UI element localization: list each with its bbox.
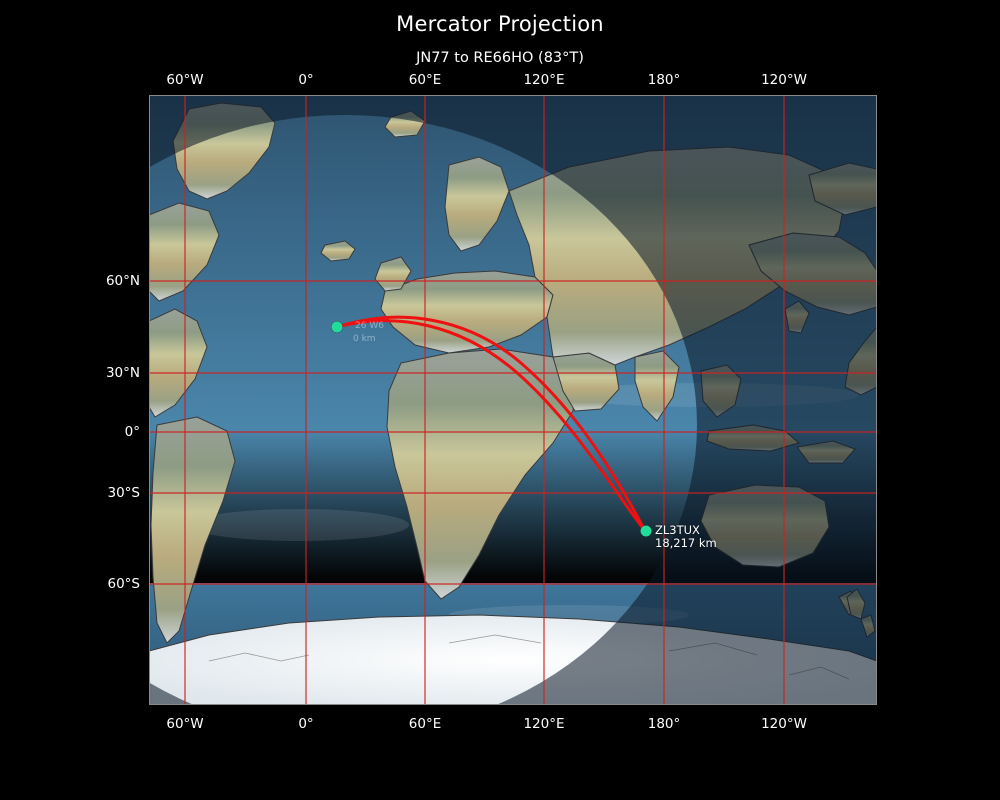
- destination-distance: 18,217 km: [655, 536, 717, 550]
- x-tick-bottom-5: 120°W: [761, 716, 807, 732]
- y-tick-2: 0°: [124, 424, 140, 440]
- x-tick-bottom-4: 180°: [647, 716, 681, 732]
- x-tick-bottom-1: 0°: [298, 716, 314, 732]
- x-tick-bottom-0: 60°W: [166, 716, 204, 732]
- destination-marker[interactable]: [640, 525, 652, 537]
- y-tick-4: 60°S: [107, 576, 141, 592]
- graticule-gridlines: [149, 95, 877, 705]
- origin-marker[interactable]: [331, 321, 343, 333]
- x-tick-top-0: 60°W: [166, 72, 204, 88]
- x-tick-top-1: 0°: [298, 72, 314, 88]
- y-tick-3: 30°S: [107, 485, 141, 501]
- y-tick-0: 60°N: [105, 273, 140, 289]
- page-title: Mercator Projection: [396, 12, 604, 36]
- origin-obscured-label-line1: 26 W6: [355, 321, 384, 331]
- origin-obscured-label-line2: 0 km: [353, 334, 376, 344]
- subtitle: JN77 to RE66HO (83°T): [416, 50, 584, 66]
- day-night-terminator-overlay: [149, 95, 877, 705]
- x-tick-bottom-3: 120°E: [523, 716, 565, 732]
- x-tick-top-5: 120°W: [761, 72, 807, 88]
- destination-callsign: ZL3TUX: [655, 523, 700, 537]
- x-tick-top-4: 180°: [647, 72, 681, 88]
- y-tick-1: 30°N: [105, 365, 140, 381]
- great-circle-path: [335, 315, 647, 533]
- x-tick-top-2: 60°E: [408, 72, 442, 88]
- map-plot-area[interactable]: 26 W6 0 km ZL3TUX 18,217 km: [149, 95, 877, 705]
- x-tick-top-3: 120°E: [523, 72, 565, 88]
- x-tick-bottom-2: 60°E: [408, 716, 442, 732]
